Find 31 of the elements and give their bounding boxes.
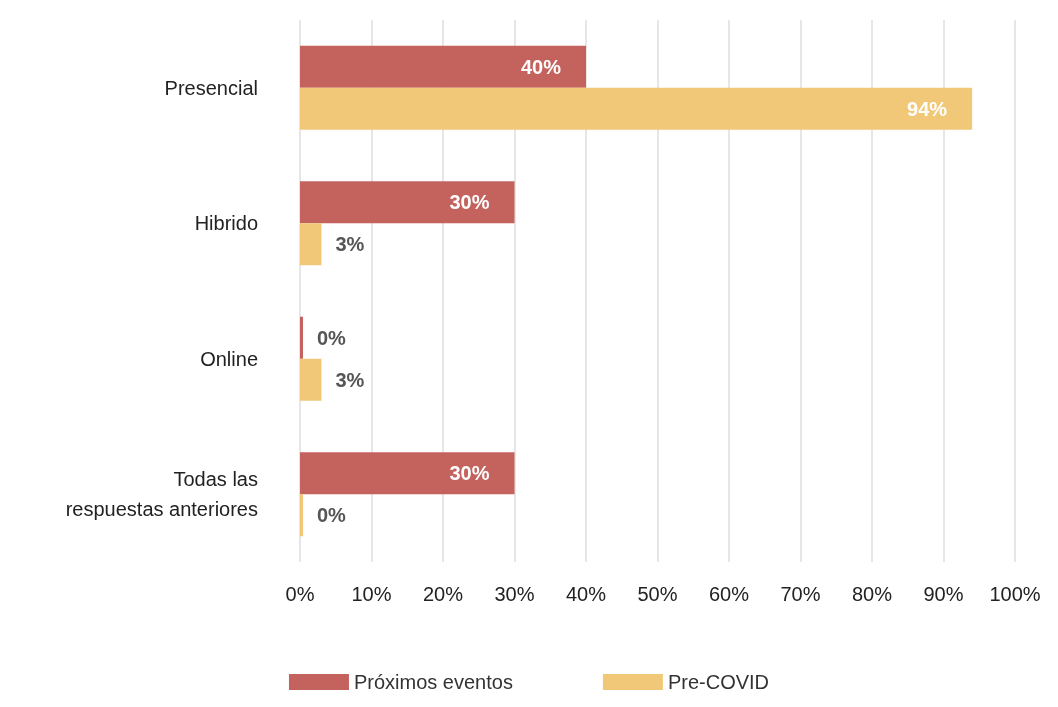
data-label: 3% bbox=[335, 233, 365, 256]
x-tick-label: 30% bbox=[494, 583, 535, 605]
x-tick-label: 80% bbox=[851, 583, 893, 605]
data-label: 0% bbox=[317, 326, 347, 349]
x-tick-label: 0% bbox=[285, 583, 315, 605]
x-tick-label: 40% bbox=[565, 583, 607, 605]
data-label: 3% bbox=[335, 368, 365, 391]
bar bbox=[300, 452, 515, 495]
x-tick-label: 60% bbox=[708, 583, 750, 605]
bar bbox=[300, 87, 973, 130]
data-label: 30% bbox=[449, 462, 490, 485]
y-tick-label: Todas las respuestas anteriores bbox=[65, 468, 258, 521]
y-tick-label: Hibrido bbox=[194, 212, 258, 235]
bar bbox=[300, 358, 322, 401]
x-tick-label: 70% bbox=[780, 583, 821, 605]
y-tick-label: Online bbox=[200, 347, 258, 370]
data-label: 94% bbox=[907, 97, 948, 120]
data-label: 0% bbox=[317, 504, 347, 527]
x-tick-label: 100% bbox=[989, 583, 1041, 605]
y-tick-label: Presencial bbox=[164, 76, 258, 99]
data-label: 30% bbox=[449, 191, 490, 214]
x-tick-label: 90% bbox=[923, 583, 964, 605]
x-tick-label: 50% bbox=[637, 583, 678, 605]
bar bbox=[300, 45, 586, 88]
data-label: 40% bbox=[520, 55, 562, 78]
x-tick-label: 20% bbox=[422, 583, 464, 605]
legend-label: Pre-COVID bbox=[667, 671, 770, 693]
bar bbox=[300, 223, 322, 266]
x-tick-label: 10% bbox=[351, 583, 392, 605]
legend-label: Próximos eventos bbox=[353, 671, 513, 693]
bar bbox=[300, 181, 515, 224]
